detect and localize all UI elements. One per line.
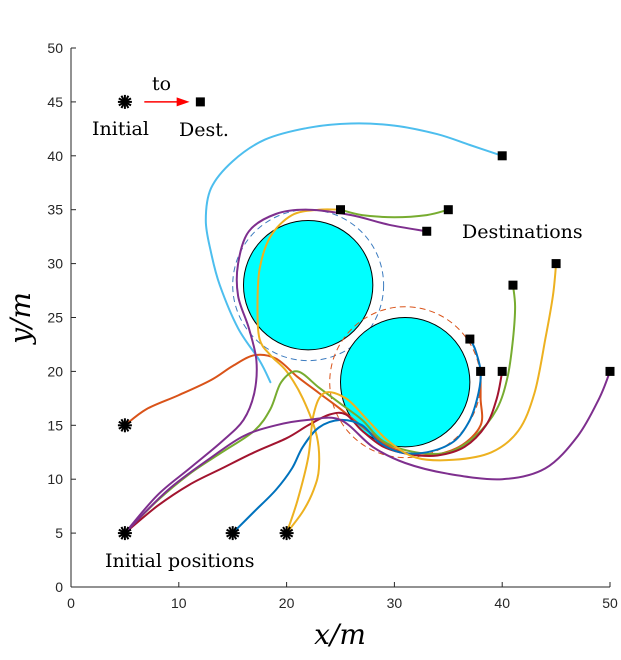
trajectory-traj-lightblue (204, 122, 504, 384)
y-tick-label: 45 (47, 94, 63, 110)
annotation-destinations: Destinations (462, 221, 583, 243)
trajectory-traj-purple-1 (123, 208, 428, 535)
x-tick-label: 40 (494, 595, 510, 611)
trajectory-traj-darkred (123, 370, 504, 535)
trajectory-traj-green-2 (339, 208, 450, 219)
y-tick-label: 15 (47, 417, 63, 433)
trajectory-traj-orange (123, 353, 484, 457)
x-tick-label: 10 (171, 595, 187, 611)
annotation-initial: Initial (92, 118, 149, 140)
y-tick-label: 25 (47, 310, 63, 326)
obstacle-2 (340, 317, 471, 448)
initial-position-marker (279, 526, 294, 541)
trajectory-traj-yellow (256, 208, 342, 535)
x-tick-label: 50 (602, 595, 618, 611)
trajectory-traj-purple-2 (123, 370, 611, 535)
initial-position-marker (117, 418, 132, 433)
trajectory-traj-yellow-2 (285, 262, 558, 535)
annotation-dest: Dest. (179, 119, 229, 141)
y-tick-label: 5 (55, 525, 63, 541)
destination-marker (336, 205, 345, 215)
destination-marker (605, 366, 615, 376)
y-tick-label: 0 (55, 579, 63, 595)
initial-position-marker (117, 526, 132, 541)
x-axis-label: x/m (314, 618, 366, 651)
legend-destination-marker (195, 97, 205, 107)
destination-marker (497, 151, 507, 161)
y-axis-label: y/m (4, 292, 37, 346)
destination-marker (443, 205, 453, 215)
destination-marker (508, 280, 518, 290)
y-tick-label: 30 (47, 256, 63, 272)
destination-marker (422, 226, 432, 236)
x-tick-label: 20 (279, 595, 295, 611)
annotation-initial-positions: Initial positions (105, 550, 255, 572)
legend-initial-marker (117, 94, 132, 109)
destination-marker (465, 334, 475, 344)
y-tick-label: 10 (47, 471, 63, 487)
destination-marker (497, 366, 507, 376)
y-tick-label: 50 (47, 40, 63, 56)
y-tick-label: 20 (47, 363, 63, 379)
destination-marker (476, 366, 486, 376)
y-tick-label: 35 (47, 202, 63, 218)
trajectory-traj-blue (231, 338, 482, 535)
x-tick-label: 0 (67, 595, 75, 611)
initial-position-marker (225, 526, 240, 541)
annotation-to: to (152, 73, 171, 95)
destination-marker (551, 259, 561, 269)
legend-arrow-head (176, 97, 190, 107)
trajectory-traj-green (123, 284, 517, 535)
obstacle-1 (242, 219, 374, 351)
x-tick-label: 30 (387, 595, 403, 611)
y-tick-label: 40 (47, 148, 63, 164)
